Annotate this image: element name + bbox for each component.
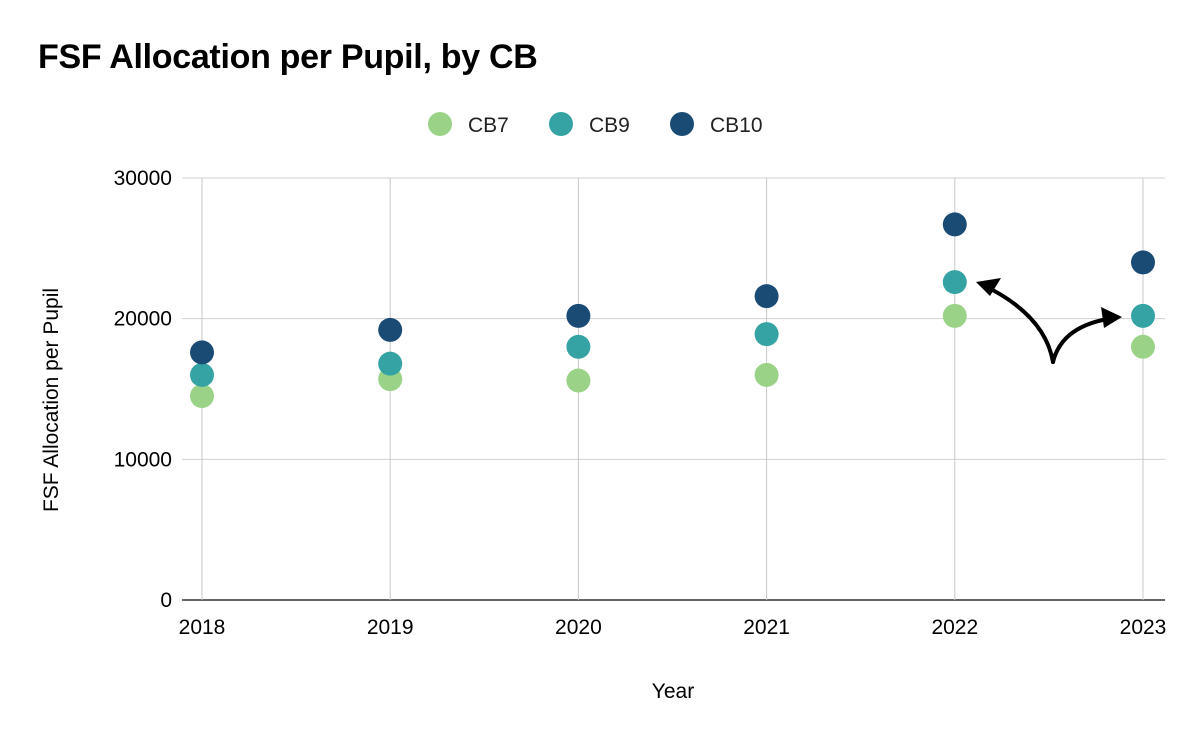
y-tick-label: 20000: [114, 308, 172, 331]
point-cb9-2022: [942, 270, 967, 295]
x-tick-label: 2022: [931, 616, 978, 639]
point-cb7-2022: [942, 303, 967, 328]
x-tick-label: 2021: [743, 616, 790, 639]
data-points: [190, 212, 1155, 409]
point-cb10-2020: [566, 303, 591, 328]
x-tick-label: 2018: [179, 616, 226, 639]
x-tick-label: 2023: [1120, 616, 1167, 639]
legend-label-cb9: CB9: [589, 114, 630, 137]
point-cb9-2023: [1131, 303, 1155, 328]
point-cb10-2021: [754, 284, 779, 309]
x-tick-label: 2020: [555, 616, 602, 639]
y-axis-title: FSF Allocation per Pupil: [40, 288, 63, 512]
point-cb9-2020: [566, 334, 591, 359]
legend-label-cb10: CB10: [710, 114, 763, 137]
point-cb9-2019: [378, 351, 403, 376]
point-cb10-2019: [378, 317, 403, 342]
point-cb9-2018: [190, 362, 214, 387]
point-cb7-2020: [566, 368, 591, 393]
legend-swatch-cb9: [549, 112, 573, 136]
point-cb10-2022: [942, 212, 967, 237]
point-cb7-2018: [190, 384, 214, 409]
y-axis-ticks: 0 10000 20000 30000: [114, 167, 172, 612]
x-tick-label: 2019: [367, 616, 414, 639]
x-axis-ticks: 2018 2019 2020 2021 2022 2023: [179, 616, 1167, 639]
legend-label-cb7: CB7: [468, 114, 509, 137]
arrowhead-left: [976, 278, 1001, 296]
annotation-arrow: [976, 278, 1122, 364]
y-tick-label: 10000: [114, 448, 172, 471]
x-axis-title: Year: [652, 680, 694, 703]
legend-swatch-cb7: [428, 112, 452, 136]
legend: CB7 CB9 CB10: [428, 112, 763, 137]
grid: [182, 177, 1165, 601]
legend-swatch-cb10: [670, 112, 694, 136]
chart-title: FSF Allocation per Pupil, by CB: [38, 38, 538, 76]
point-cb7-2023: [1131, 334, 1155, 359]
arrowhead-right: [1101, 307, 1122, 328]
arrow-curve-left: [981, 283, 1055, 364]
y-tick-label: 30000: [114, 167, 172, 190]
y-tick-label: 0: [160, 589, 172, 612]
point-cb10-2018: [190, 340, 214, 365]
point-cb7-2021: [754, 362, 779, 387]
point-cb10-2023: [1131, 250, 1155, 275]
point-cb9-2021: [754, 322, 779, 347]
